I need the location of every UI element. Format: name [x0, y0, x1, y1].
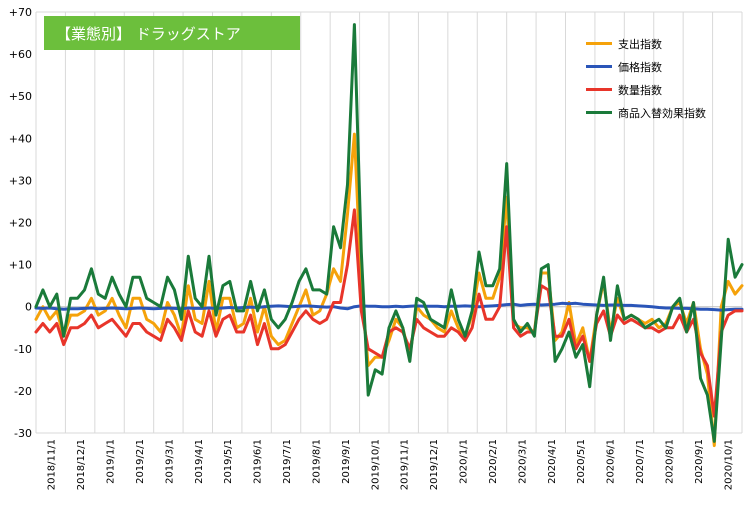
- x-tick-label: 2019/3/1: [164, 439, 175, 484]
- x-tick-label: 2020/2/1: [488, 439, 499, 484]
- legend-item-spending: 支出指数: [586, 32, 706, 55]
- x-tick-label: 2019/12/1: [429, 439, 440, 490]
- series-line-replacement: [34, 23, 744, 443]
- legend-label-price: 価格指数: [618, 60, 662, 74]
- legend-item-price: 価格指数: [586, 55, 706, 78]
- x-tick-label: 2018/11/1: [47, 439, 58, 490]
- legend-swatch-price: [586, 65, 612, 68]
- x-tick-label: 2019/6/1: [253, 439, 264, 484]
- legend-item-quantity: 数量指数: [586, 78, 706, 101]
- x-tick-label: 2020/1/1: [459, 439, 470, 484]
- legend-swatch-quantity: [586, 88, 612, 91]
- x-tick-label: 2019/11/1: [400, 439, 411, 490]
- series-lines: [34, 23, 744, 448]
- x-tick-label: 2020/4/1: [547, 439, 558, 484]
- legend-label-spending: 支出指数: [618, 37, 662, 51]
- x-tick-label: 2019/10/1: [370, 439, 381, 490]
- y-tick-label: -20: [14, 385, 32, 398]
- x-tick-label: 2020/3/1: [517, 439, 528, 484]
- y-tick-label: +40: [9, 132, 32, 145]
- chart-title: 【業態別】 ドラッグストア: [44, 16, 300, 50]
- x-tick-label: 2020/9/1: [694, 439, 705, 484]
- gridlines: [35, 11, 743, 434]
- y-tick-label: +20: [9, 217, 32, 230]
- legend-label-replacement: 商品入替効果指数: [618, 106, 706, 120]
- y-tick-label: -10: [14, 343, 32, 356]
- x-tick-label: 2019/8/1: [311, 439, 322, 484]
- y-tick-label: +50: [9, 90, 32, 103]
- y-tick-label: +30: [9, 174, 32, 187]
- y-tick-label: +60: [9, 48, 32, 61]
- legend-swatch-replacement: [586, 111, 612, 114]
- x-tick-label: 2020/8/1: [664, 439, 675, 484]
- x-tick-label: 2019/4/1: [194, 439, 205, 484]
- legend-item-replacement: 商品入替効果指数: [586, 101, 706, 124]
- y-tick-label: +10: [9, 259, 32, 272]
- x-tick-label: 2019/1/1: [106, 439, 117, 484]
- x-tick-label: 2018/12/1: [76, 439, 87, 490]
- x-tick-label: 2020/6/1: [606, 439, 617, 484]
- x-tick-label: 2019/2/1: [135, 439, 146, 484]
- x-axis-ticks: 2018/11/1 2018/12/1 2019/1/1 2019/2/1 2019/3…: [47, 439, 735, 490]
- y-axis-ticks: +70 +60 +50 +40 +30 +20 +10 0 -10 -20 -30: [9, 6, 32, 440]
- legend: 支出指数 価格指数 数量指数 商品入替効果指数: [586, 32, 706, 124]
- legend-label-quantity: 数量指数: [618, 83, 662, 97]
- x-tick-label: 2019/9/1: [341, 439, 352, 484]
- x-tick-label: 2019/5/1: [223, 439, 234, 484]
- x-tick-label: 2020/7/1: [635, 439, 646, 484]
- y-tick-label: 0: [25, 301, 32, 314]
- x-tick-label: 2020/5/1: [576, 439, 587, 484]
- series-line-price: [34, 301, 744, 312]
- legend-swatch-spending: [586, 42, 612, 45]
- x-tick-label: 2020/10/1: [723, 439, 734, 490]
- y-tick-label: +70: [9, 6, 32, 19]
- x-tick-label: 2019/7/1: [282, 439, 293, 484]
- y-tick-label: -30: [14, 427, 32, 440]
